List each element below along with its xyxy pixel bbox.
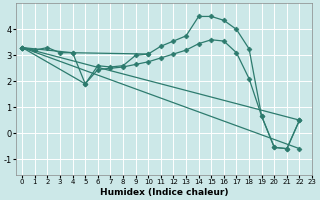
X-axis label: Humidex (Indice chaleur): Humidex (Indice chaleur) — [100, 188, 228, 197]
